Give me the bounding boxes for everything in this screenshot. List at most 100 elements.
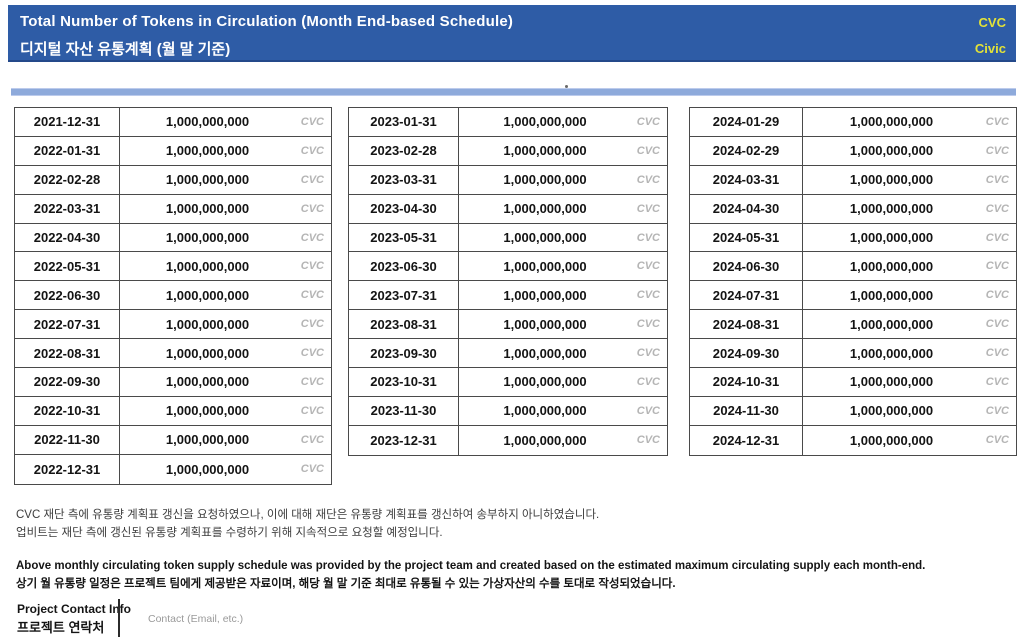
- token-name: Civic: [974, 41, 1006, 56]
- value-cell: 1,000,000,000 CVC: [803, 339, 1016, 367]
- token-unit: CVC: [636, 115, 660, 128]
- token-amount: 1,000,000,000: [503, 287, 587, 303]
- date-cell: 2022-10-31: [15, 396, 120, 425]
- token-unit: CVC: [985, 289, 1009, 302]
- contact-value: Contact (Email, etc.): [148, 613, 244, 625]
- table-row: 2023-01-31 1,000,000,000 CVC: [349, 108, 667, 137]
- token-amount: 1,000,000,000: [503, 258, 587, 274]
- value-cell: 1,000,000,000 CVC: [120, 397, 331, 425]
- token-amount: 1,000,000,000: [503, 172, 587, 188]
- date-cell: 2024-12-31: [690, 425, 803, 455]
- token-amount: 1,000,000,000: [165, 432, 250, 448]
- token-amount: 1,000,000,000: [849, 316, 934, 332]
- value-cell: 1,000,000,000 CVC: [459, 108, 667, 136]
- token-unit: CVC: [300, 404, 324, 417]
- date-cell: 2021-12-31: [15, 108, 120, 136]
- token-amount: 1,000,000,000: [503, 201, 587, 217]
- token-unit: CVC: [985, 202, 1009, 215]
- token-amount: 1,000,000,000: [503, 316, 587, 332]
- value-cell: 1,000,000,000 CVC: [459, 426, 667, 455]
- value-cell: 1,000,000,000 CVC: [459, 339, 667, 367]
- token-unit: CVC: [636, 202, 660, 215]
- token-amount: 1,000,000,000: [849, 258, 934, 274]
- value-cell: 1,000,000,000 CVC: [803, 108, 1016, 136]
- token-amount: 1,000,000,000: [165, 403, 250, 419]
- table-row: 2023-11-30 1,000,000,000 CVC: [349, 396, 667, 426]
- table-row: 2024-06-30 1,000,000,000 CVC: [690, 252, 1016, 282]
- date-cell: 2024-10-31: [690, 368, 803, 396]
- token-amount: 1,000,000,000: [849, 374, 934, 390]
- token-unit: CVC: [636, 404, 660, 417]
- token-amount: 1,000,000,000: [849, 345, 934, 361]
- token-amount: 1,000,000,000: [503, 114, 587, 130]
- table-row: 2024-01-29 1,000,000,000 CVC: [690, 108, 1016, 137]
- token-amount: 1,000,000,000: [165, 172, 250, 188]
- date-cell: 2022-04-30: [15, 223, 120, 252]
- value-cell: 1,000,000,000 CVC: [803, 397, 1016, 425]
- token-amount: 1,000,000,000: [503, 230, 587, 245]
- token-amount: 1,000,000,000: [165, 258, 250, 274]
- note-update-request-line1: CVC 재단 측에 유통량 계획표 갱신을 요청하였으나, 이에 대해 재단은 …: [16, 509, 600, 521]
- value-cell: 1,000,000,000 CVC: [120, 426, 331, 454]
- date-cell: 2022-07-31: [15, 310, 120, 339]
- date-cell: 2023-03-31: [349, 165, 459, 194]
- header-banner: Total Number of Tokens in Circulation (M…: [8, 5, 1016, 62]
- value-cell: 1,000,000,000 CVC: [459, 252, 667, 280]
- table-row: 2024-12-31 1,000,000,000 CVC: [690, 425, 1016, 455]
- table-row: 2022-04-30 1,000,000,000 CVC: [15, 223, 331, 253]
- token-amount: 1,000,000,000: [849, 287, 934, 303]
- value-cell: 1,000,000,000 CVC: [459, 368, 667, 396]
- token-ticker: CVC: [978, 15, 1006, 30]
- token-unit: CVC: [985, 318, 1009, 331]
- token-unit: CVC: [985, 260, 1009, 273]
- token-amount: 1,000,000,000: [503, 403, 587, 419]
- table-row: 2024-11-30 1,000,000,000 CVC: [690, 396, 1016, 426]
- table-row: 2023-10-31 1,000,000,000 CVC: [349, 368, 667, 397]
- token-amount: 1,000,000,000: [165, 345, 250, 361]
- token-amount: 1,000,000,000: [849, 432, 934, 448]
- divider-bar: [11, 88, 1016, 96]
- table-row: 2022-06-30 1,000,000,000 CVC: [15, 281, 331, 311]
- table-row: 2023-02-28 1,000,000,000 CVC: [349, 136, 667, 166]
- value-cell: 1,000,000,000 CVC: [803, 281, 1016, 309]
- value-cell: 1,000,000,000 CVC: [459, 166, 667, 194]
- value-cell: 1,000,000,000 CVC: [803, 137, 1016, 165]
- table-row: 2022-07-31 1,000,000,000 CVC: [15, 310, 331, 340]
- date-cell: 2023-08-31: [349, 310, 459, 339]
- value-cell: 1,000,000,000 CVC: [459, 281, 667, 309]
- table-row: 2022-11-30 1,000,000,000 CVC: [15, 425, 331, 455]
- date-cell: 2023-12-31: [349, 425, 459, 455]
- token-unit: CVC: [300, 289, 324, 302]
- table-row: 2022-05-31 1,000,000,000 CVC: [15, 252, 331, 282]
- schedule-table-2022: 2021-12-31 1,000,000,000 CVC 2022-01-31 1,00…: [14, 107, 332, 485]
- token-unit: CVC: [636, 347, 660, 360]
- token-unit: CVC: [636, 375, 660, 388]
- table-row: 2023-03-31 1,000,000,000 CVC: [349, 165, 667, 195]
- date-cell: 2024-02-29: [690, 136, 803, 165]
- note-update-request: CVC 재단 측에 유통량 계획표 갱신을 요청하였으나, 이에 대해 재단은 …: [16, 506, 599, 542]
- date-cell: 2024-04-30: [690, 194, 803, 223]
- token-amount: 1,000,000,000: [503, 374, 587, 390]
- value-cell: 1,000,000,000 CVC: [803, 252, 1016, 280]
- note-schedule-source-ko: 상기 월 유통량 일정은 프로젝트 팀에게 제공받은 자료이며, 해당 월 말 …: [16, 578, 676, 590]
- value-cell: 1,000,000,000 CVC: [803, 166, 1016, 194]
- date-cell: 2022-09-30: [15, 368, 120, 396]
- token-unit: CVC: [985, 375, 1009, 388]
- value-cell: 1,000,000,000 CVC: [803, 426, 1016, 455]
- token-amount: 1,000,000,000: [503, 345, 587, 361]
- date-cell: 2024-05-31: [690, 223, 803, 252]
- token-unit: CVC: [300, 463, 324, 476]
- token-amount: 1,000,000,000: [849, 172, 934, 188]
- token-amount: 1,000,000,000: [849, 114, 934, 130]
- value-cell: 1,000,000,000 CVC: [803, 310, 1016, 338]
- table-row: 2023-09-30 1,000,000,000 CVC: [349, 339, 667, 369]
- token-unit: CVC: [300, 433, 324, 446]
- token-unit: CVC: [636, 318, 660, 331]
- date-cell: 2023-04-30: [349, 194, 459, 223]
- token-unit: CVC: [300, 231, 324, 244]
- token-unit: CVC: [985, 231, 1009, 244]
- date-cell: 2024-01-29: [690, 108, 803, 136]
- value-cell: 1,000,000,000 CVC: [459, 137, 667, 165]
- token-unit: CVC: [636, 144, 660, 157]
- table-row: 2023-08-31 1,000,000,000 CVC: [349, 310, 667, 340]
